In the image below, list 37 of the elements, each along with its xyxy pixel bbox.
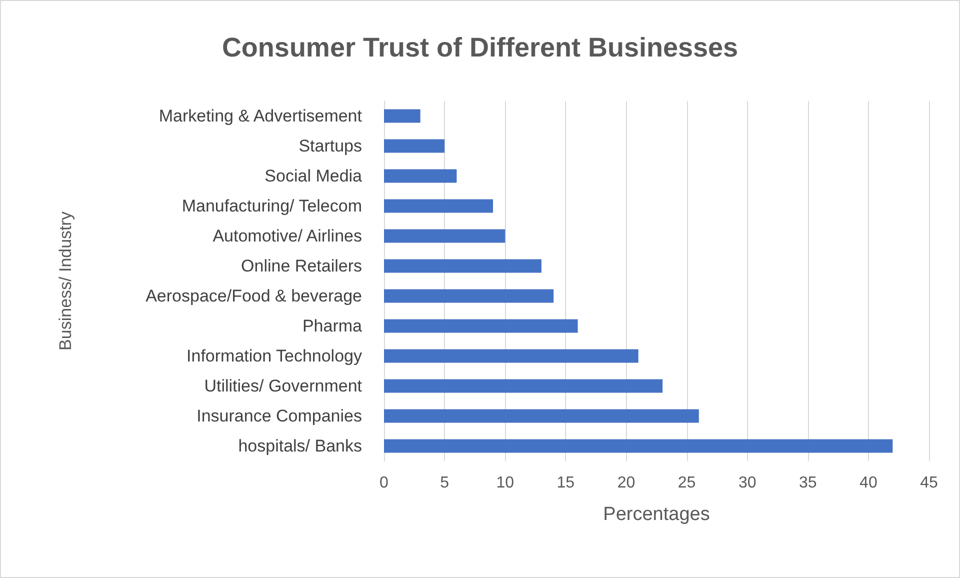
x-tick-label: 20 [617, 474, 636, 492]
bar [384, 409, 699, 423]
y-tick-label: Aerospace/Food & beverage [146, 286, 362, 306]
bar [384, 199, 493, 213]
bar [384, 169, 457, 183]
bar [384, 319, 578, 333]
x-tick-label: 5 [440, 474, 450, 492]
x-tick-label: 0 [380, 474, 389, 492]
bar [384, 259, 542, 273]
x-tick-label: 25 [678, 474, 696, 492]
y-tick-label: Startups [298, 136, 362, 156]
y-tick-label: Insurance Companies [196, 406, 362, 426]
y-tick-label: hospitals/ Banks [238, 436, 362, 456]
y-tick-label: Manufacturing/ Telecom [182, 196, 362, 216]
x-tick-label: 30 [738, 474, 756, 492]
x-axis-title: Percentages [603, 504, 710, 525]
bar [384, 109, 420, 123]
y-tick-label: Information Technology [186, 346, 362, 366]
bar [384, 379, 663, 393]
bar [384, 139, 445, 153]
bar [384, 349, 638, 363]
y-tick-label: Social Media [264, 166, 363, 186]
chart-title: Consumer Trust of Different Businesses [222, 32, 738, 62]
y-tick-label: Marketing & Advertisement [158, 106, 362, 126]
x-tick-label: 35 [798, 474, 817, 492]
y-tick-label: Pharma [302, 316, 363, 336]
y-tick-label: Utilities/ Government [204, 376, 362, 396]
x-tick-label: 15 [556, 474, 575, 492]
bar [384, 289, 554, 303]
x-tick-label: 45 [920, 474, 938, 492]
bar [384, 439, 893, 453]
y-tick-label: Online Retailers [241, 256, 362, 276]
x-tick-label: 40 [860, 474, 878, 492]
bar [384, 229, 506, 243]
y-axis-title: Business/ Industry [56, 211, 75, 350]
y-tick-label: Automotive/ Airlines [212, 226, 362, 246]
x-tick-label: 10 [496, 474, 514, 492]
